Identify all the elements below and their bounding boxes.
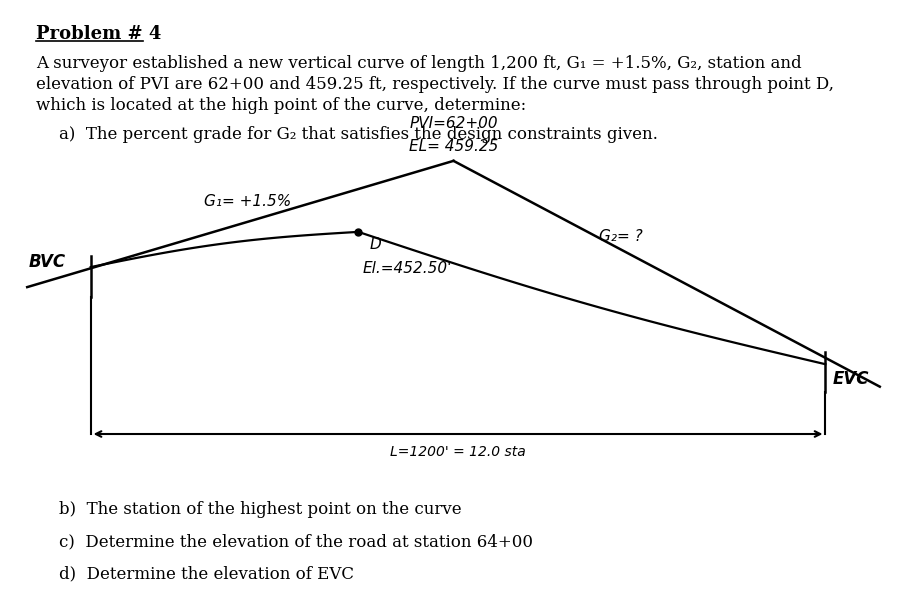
Text: D: D <box>369 237 381 252</box>
Text: BVC: BVC <box>29 253 66 271</box>
Text: El.=452.50': El.=452.50' <box>363 261 453 276</box>
Text: A surveyor established a new vertical curve of length 1,200 ft, G₁ = +1.5%, G₂, : A surveyor established a new vertical cu… <box>36 55 802 72</box>
Text: d)  Determine the elevation of EVC: d) Determine the elevation of EVC <box>59 565 354 582</box>
Text: PVI=62+00: PVI=62+00 <box>409 115 498 131</box>
Text: G₁= +1.5%: G₁= +1.5% <box>204 194 291 209</box>
Text: Problem # 4: Problem # 4 <box>36 25 161 44</box>
Text: G₂= ?: G₂= ? <box>599 229 642 244</box>
Text: EVC: EVC <box>833 370 869 388</box>
Text: elevation of PVI are 62+00 and 459.25 ft, respectively. If the curve must pass t: elevation of PVI are 62+00 and 459.25 ft… <box>36 76 834 93</box>
Text: which is located at the high point of the curve, determine:: which is located at the high point of th… <box>36 97 527 114</box>
Text: a)  The percent grade for G₂ that satisfies the design constraints given.: a) The percent grade for G₂ that satisfi… <box>59 126 658 143</box>
Text: L=1200' = 12.0 sta: L=1200' = 12.0 sta <box>390 445 526 459</box>
Text: c)  Determine the elevation of the road at station 64+00: c) Determine the elevation of the road a… <box>59 533 533 550</box>
Text: b)  The station of the highest point on the curve: b) The station of the highest point on t… <box>59 501 462 518</box>
Text: EL= 459.25: EL= 459.25 <box>409 138 498 154</box>
